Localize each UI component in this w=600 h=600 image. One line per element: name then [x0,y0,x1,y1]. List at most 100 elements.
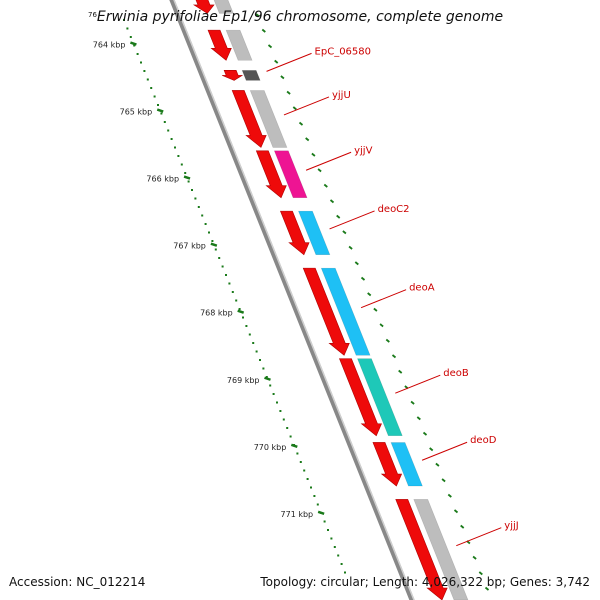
scale-dot [187,180,190,183]
gene-label: yjjJ [504,521,518,532]
scale-dot [123,19,125,21]
outer-scale-dash [385,338,390,343]
scale-dot [316,503,319,506]
scale-dot [204,223,207,225]
scale-dot [150,87,153,89]
gene-arrow [255,150,287,199]
outer-scale-dash [274,59,279,64]
scale-tick-label: 770 kbp [254,443,287,452]
scale-dot [238,308,241,310]
scale-dot [218,257,221,259]
outer-scale-dash [453,509,459,514]
outer-scale-dash [323,183,328,188]
genome-summary-text: Topology: circular; Length: 4,026,322 bp… [260,575,590,589]
cog-bar [249,90,288,148]
cog-bar [320,267,371,356]
outer-scale-dash [286,90,291,95]
outer-scale-dash [348,245,353,250]
scale-dot [126,27,129,30]
scale-tick [237,309,245,314]
scale-dot [248,333,251,336]
gene-label-leader [283,96,330,116]
gene-label: deoA [409,283,435,294]
outer-scale-dash [367,292,372,297]
outer-scale-dash [422,431,428,436]
scale-dot [153,95,156,98]
scale-dot [323,520,326,523]
scale-tick-label: 771 kbp [281,510,314,519]
outer-scale-dash [280,75,285,80]
outer-scale-dash [398,369,403,374]
scale-dot [286,427,289,429]
outer-scale-dash [336,214,341,219]
scale-dot [303,469,306,472]
scale-dot [221,265,224,268]
cog-bar [390,442,423,487]
outer-scale-dash [472,555,477,560]
outer-scale-dash [267,44,273,49]
scale-dot [143,70,146,72]
outer-scale-dash [379,323,384,328]
scale-dot [299,461,302,463]
gene-label-leader [305,151,352,171]
outer-scale-dash [360,276,366,281]
backbone-line [169,0,415,600]
scale-tick [156,108,164,113]
gene-arrow [302,267,350,356]
scale-dot [231,291,234,293]
scale-dot [235,299,238,302]
scale-dot [133,44,136,47]
outer-scale-dash [342,230,347,235]
scale-track: 764 kbp 765 kbp 766 kbp 767 kbp 768 kbp 769 k… [93,13,490,591]
scale-dot [262,367,265,370]
outer-scale-dash [261,28,266,33]
scale-dot [146,78,149,81]
scale-dot [160,112,163,115]
scale-dot [184,172,187,174]
scale-dot [306,478,309,480]
gene-label-leader [266,52,312,72]
scale-dot [269,384,272,387]
scale-dot [197,206,200,208]
gene-label: EpC_06580 [315,46,371,57]
outer-scale-dash [317,168,322,173]
outer-scale-dash [391,354,397,359]
scale-dot [340,563,343,565]
gene-arrow [372,442,403,487]
scale-dot [191,189,193,191]
cog-bar [298,210,331,256]
gene-arrow [222,70,244,81]
gene-label: deoD [470,435,497,446]
scale-dot [170,138,173,140]
scale-dot [282,418,285,421]
outer-scale-dash [255,13,260,18]
gene-label-leader [421,441,468,461]
gene-arrow [339,358,382,437]
outer-scale-dash [410,400,415,405]
scale-dot [333,546,336,548]
scale-dot [265,376,268,378]
gene-label-leader [395,374,441,394]
gene-arrow [280,210,310,256]
scale-dot [167,129,170,132]
scale-dot [140,61,142,64]
accession-text: Accession: NC_012214 [9,575,146,589]
scale-dot [180,163,183,166]
scale-dot [228,282,231,285]
scale-dot [177,155,180,157]
scale-dot [252,342,255,344]
scale-dot [208,231,210,234]
scale-dot [327,529,329,531]
scale-dot [242,316,244,319]
cog-bar [213,0,234,14]
outer-scale-dash [484,586,490,591]
outer-scale-dash [441,478,446,483]
backbone-highlight [173,0,415,600]
cog-bar [241,70,261,81]
scale-dot [201,214,204,217]
scale-dot [255,350,258,353]
map-title: Erwinia pyrifoliae Ep1/96 chromosome, co… [96,9,504,25]
scale-dot [289,435,292,438]
scale-tick [183,175,191,180]
